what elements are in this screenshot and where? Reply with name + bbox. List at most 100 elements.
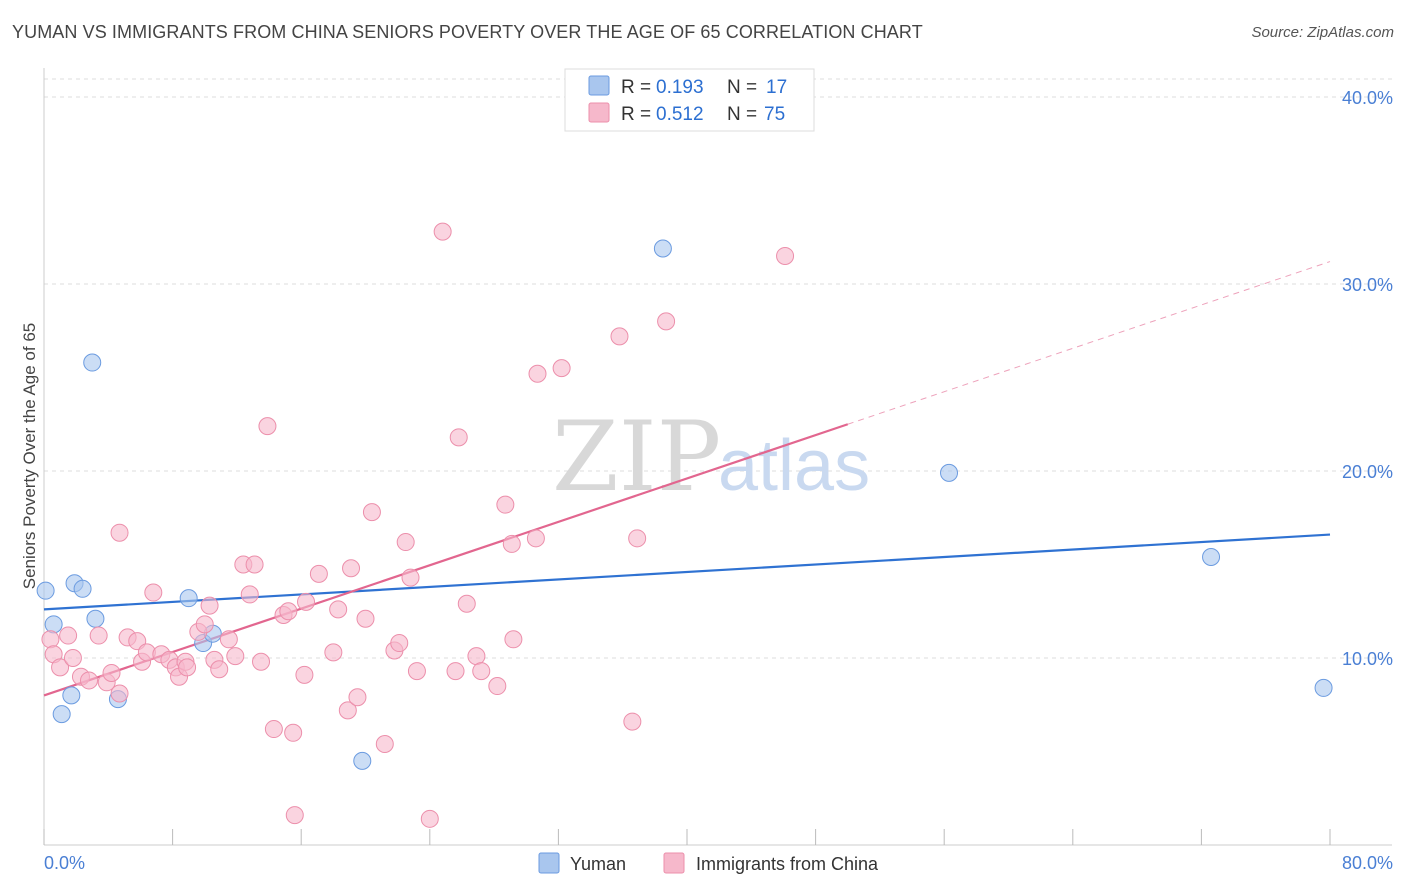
legend-n-label: N =: [727, 104, 757, 125]
data-point: [144, 583, 163, 602]
data-point: [401, 568, 420, 587]
data-point: [63, 649, 82, 667]
data-point: [245, 555, 264, 574]
trend-line-solid: [43, 533, 1331, 611]
data-point: [252, 652, 271, 671]
data-point: [1202, 548, 1221, 567]
data-point: [264, 720, 283, 739]
data-point: [240, 585, 259, 604]
data-point: [457, 594, 476, 613]
bottom-legend-swatch-china: [663, 852, 685, 874]
y-tick-label: 20.0%: [1342, 462, 1393, 482]
data-point: [41, 630, 60, 649]
data-point: [362, 503, 381, 522]
data-point: [342, 559, 361, 578]
data-point: [258, 417, 277, 436]
data-point: [329, 600, 348, 619]
data-point: [179, 589, 198, 608]
data-point: [309, 564, 328, 583]
data-point: [348, 688, 367, 707]
data-point: [210, 660, 229, 679]
trend-line-dashed: [847, 261, 1331, 425]
data-point: [940, 463, 959, 482]
data-point: [110, 523, 129, 542]
data-point: [83, 353, 102, 372]
data-point: [628, 529, 647, 548]
data-point: [433, 222, 452, 241]
data-point: [526, 529, 545, 548]
bottom-legend-label-china: Immigrants from China: [696, 854, 879, 874]
axes: [43, 68, 1392, 846]
data-point: [776, 246, 795, 265]
legend-box: R = 0.193 N = 17 R = 0.512 N = 75: [564, 68, 815, 132]
data-point: [102, 663, 121, 682]
data-point: [472, 662, 491, 681]
trend-line-solid: [43, 423, 849, 697]
data-point: [195, 615, 214, 634]
source-label: Source: ZipAtlas.com: [1251, 24, 1394, 41]
data-point: [226, 647, 245, 666]
data-point: [446, 662, 465, 681]
data-point: [62, 686, 81, 705]
data-point: [496, 495, 515, 514]
data-point: [36, 581, 55, 600]
data-point: [528, 364, 547, 383]
data-point: [420, 809, 439, 828]
data-point: [504, 630, 523, 649]
legend-n-value: 17: [766, 77, 787, 98]
y-tick-label: 30.0%: [1342, 275, 1393, 295]
data-point: [178, 658, 197, 677]
y-tick-label: 40.0%: [1342, 88, 1393, 108]
data-point: [623, 712, 642, 731]
bottom-legend: Yuman Immigrants from China: [538, 852, 879, 874]
data-point: [552, 359, 571, 378]
data-point: [219, 630, 238, 649]
data-point: [297, 592, 316, 611]
legend-n-value: 75: [764, 104, 785, 125]
data-point: [375, 735, 394, 754]
data-point: [449, 428, 468, 447]
data-point: [59, 626, 78, 645]
chart-title: YUMAN VS IMMIGRANTS FROM CHINA SENIORS P…: [12, 22, 923, 42]
data-point: [488, 677, 507, 696]
data-point: [657, 312, 676, 331]
y-tick-labels: 10.0% 20.0% 30.0% 40.0%: [1342, 88, 1393, 669]
legend-r-value: 0.512: [656, 104, 704, 125]
data-point: [324, 643, 343, 662]
data-point: [51, 658, 70, 677]
data-point: [200, 596, 219, 615]
watermark: ZIP atlas: [552, 401, 870, 513]
legend-n-label: N =: [727, 77, 757, 98]
data-point: [502, 534, 521, 553]
data-point: [610, 327, 629, 346]
data-point: [44, 615, 63, 634]
data-point: [284, 723, 303, 742]
y-tick-label: 10.0%: [1342, 649, 1393, 669]
x-tick-label: 80.0%: [1342, 853, 1393, 873]
legend-r-value: 0.193: [656, 77, 704, 98]
trend-lines: [43, 261, 1331, 697]
data-point: [353, 751, 372, 770]
data-point: [390, 634, 409, 653]
data-point: [407, 662, 426, 681]
data-point: [295, 665, 314, 684]
watermark-atlas: atlas: [718, 426, 870, 506]
data-point: [396, 533, 415, 552]
bottom-legend-swatch-yuman: [538, 852, 560, 874]
data-point: [73, 579, 92, 598]
data-point: [110, 684, 129, 703]
data-point: [467, 647, 486, 666]
data-point: [89, 626, 108, 645]
data-points: [36, 222, 1333, 828]
series-yuman: [36, 239, 1333, 770]
data-point: [1314, 678, 1333, 697]
data-point: [279, 602, 298, 621]
x-tick-label: 0.0%: [44, 853, 85, 873]
data-point: [356, 609, 375, 628]
legend-swatch-yuman: [588, 75, 610, 96]
legend-swatch-china: [588, 102, 610, 123]
legend-r-label: R =: [621, 77, 651, 98]
series-china: [41, 222, 795, 828]
data-point: [52, 705, 71, 724]
